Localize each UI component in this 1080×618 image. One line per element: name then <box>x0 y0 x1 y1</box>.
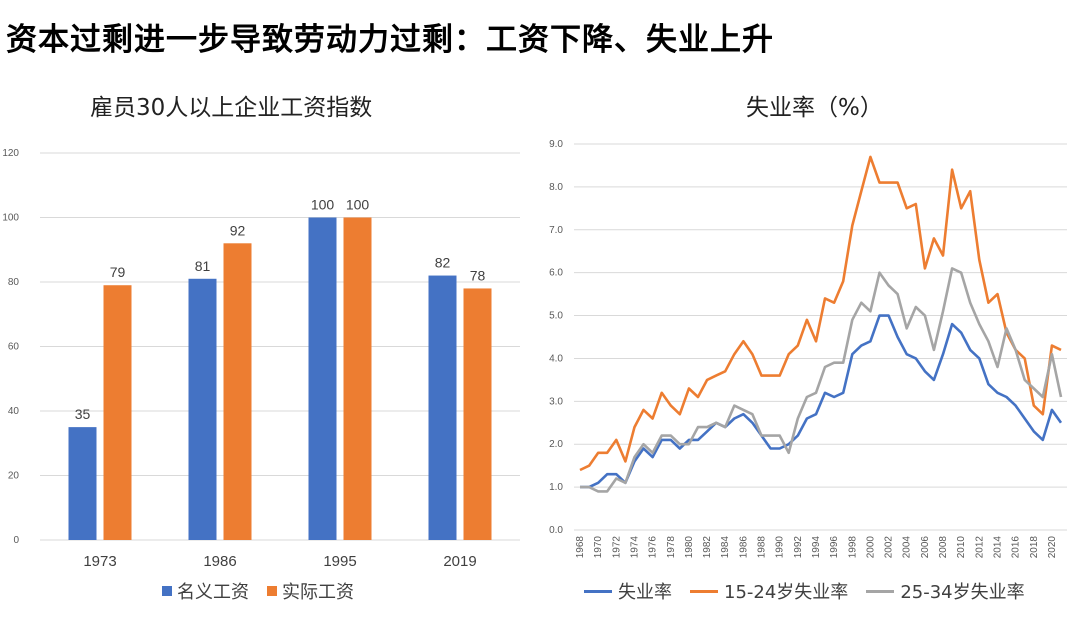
legend-item-unemployment-15-24: 15-24岁失业率 <box>690 578 848 604</box>
data-label: 100 <box>311 197 335 213</box>
data-label: 79 <box>110 264 126 280</box>
legend-item-nominal-wage: 名义工资 <box>162 578 249 604</box>
bar-legend: 名义工资 实际工资 <box>162 578 372 604</box>
x-tick-label: 2018 <box>1029 536 1040 559</box>
line-legend: 失业率 15-24岁失业率 25-34岁失业率 <box>584 578 1043 604</box>
legend-swatch <box>162 586 172 596</box>
wage-index-bar-chart: 0 20 40 60 80 100 120 35 79 1973 81 92 1986 100 100 199… <box>2 148 520 570</box>
bar <box>463 288 492 540</box>
y-tick-label: 7.0 <box>549 225 563 236</box>
legend-label: 实际工资 <box>282 582 354 603</box>
x-tick-label: 2000 <box>865 536 876 559</box>
x-tick-label: 1998 <box>847 536 858 559</box>
x-tick-label: 1976 <box>648 536 659 559</box>
x-category-label: 1973 <box>83 553 116 570</box>
x-tick-label: 1972 <box>611 536 622 559</box>
y-tick-label: 9.0 <box>549 139 563 150</box>
series-line <box>580 267 1063 493</box>
y-tick-label: 0.0 <box>549 525 563 536</box>
x-tick-label: 2020 <box>1047 536 1058 559</box>
legend-item-unemployment: 失业率 <box>584 578 672 604</box>
x-tick-label: 2006 <box>920 536 931 559</box>
x-tick-label: 1988 <box>757 536 768 559</box>
x-category-label: 1986 <box>203 553 236 570</box>
y-tick-label: 6.0 <box>549 268 563 279</box>
legend-swatch <box>584 589 612 593</box>
bar <box>223 243 252 541</box>
page-headline: 资本过剩进一步导致劳动力过剩：工资下降、失业上升 <box>6 22 774 58</box>
legend-label: 名义工资 <box>177 582 249 603</box>
x-category-label: 1995 <box>323 553 356 570</box>
legend-label: 15-24岁失业率 <box>724 582 849 603</box>
y-tick-label: 80 <box>8 277 20 288</box>
x-tick-label: 1982 <box>702 536 713 559</box>
data-label: 81 <box>195 258 211 274</box>
y-tick-label: 3.0 <box>549 396 563 407</box>
y-tick-label: 120 <box>2 148 19 159</box>
y-tick-label: 8.0 <box>549 182 563 193</box>
y-tick-label: 4.0 <box>549 353 563 364</box>
x-tick-label: 1980 <box>684 536 695 559</box>
x-tick-label: 1994 <box>811 536 822 559</box>
x-tick-label: 1992 <box>793 536 804 559</box>
y-tick-label: 60 <box>8 342 20 353</box>
x-tick-label: 2014 <box>992 536 1003 559</box>
y-tick-label: 5.0 <box>549 311 563 322</box>
data-label: 92 <box>230 222 246 238</box>
bar <box>343 217 372 540</box>
bar <box>188 278 217 540</box>
x-tick-label: 1970 <box>593 536 604 559</box>
x-tick-label: 1974 <box>629 536 640 559</box>
y-tick-label: 0 <box>13 535 19 546</box>
data-label: 35 <box>75 406 91 422</box>
y-tick-label: 100 <box>2 213 19 224</box>
legend-swatch <box>267 586 277 596</box>
legend-swatch <box>690 589 718 593</box>
series-line <box>579 155 1062 472</box>
bar-chart-title: 雇员30人以上企业工资指数 <box>90 95 373 121</box>
y-tick-label: 2.0 <box>549 439 563 450</box>
x-tick-label: 1978 <box>666 536 677 559</box>
x-tick-label: 1984 <box>720 536 731 559</box>
x-tick-label: 2004 <box>902 536 913 559</box>
legend-label: 25-34岁失业率 <box>900 582 1025 603</box>
data-label: 100 <box>346 197 370 213</box>
x-category-label: 2019 <box>443 553 476 570</box>
legend-label: 失业率 <box>618 582 672 603</box>
x-tick-label: 2002 <box>884 536 895 559</box>
x-tick-label: 2008 <box>938 536 949 559</box>
bar <box>428 275 457 540</box>
line-chart-title: 失业率（%） <box>746 95 883 121</box>
bar <box>308 217 337 540</box>
x-tick-label: 1986 <box>738 536 749 559</box>
x-tick-label: 2010 <box>956 536 967 559</box>
x-tick-label: 1968 <box>575 536 586 559</box>
bar <box>68 427 97 540</box>
bar <box>103 285 132 540</box>
y-tick-label: 1.0 <box>549 482 563 493</box>
series-line <box>580 314 1063 489</box>
x-tick-label: 1996 <box>829 536 840 559</box>
x-tick-label: 1990 <box>775 536 786 559</box>
y-tick-label: 20 <box>8 471 20 482</box>
x-tick-label: 2012 <box>974 536 985 559</box>
x-tick-label: 2016 <box>1011 536 1022 559</box>
data-label: 78 <box>470 267 486 283</box>
data-label: 82 <box>435 255 451 271</box>
legend-swatch <box>866 589 895 593</box>
y-tick-label: 40 <box>8 406 20 417</box>
legend-item-real-wage: 实际工资 <box>267 578 354 604</box>
legend-item-unemployment-25-34: 25-34岁失业率 <box>866 578 1025 604</box>
